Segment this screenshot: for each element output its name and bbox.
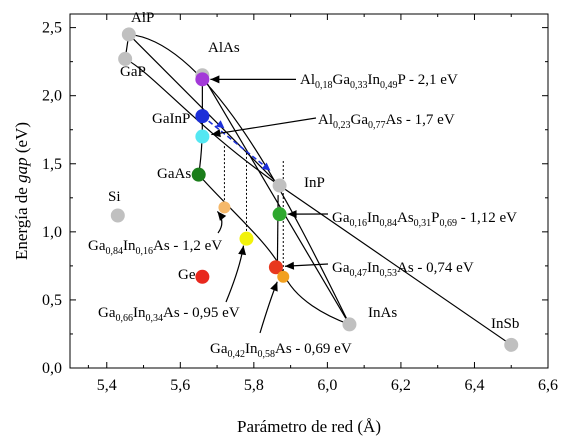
label-insb: InSb [491,316,519,332]
data-points [110,27,519,352]
arrow-ga066in034as-head [238,245,247,256]
arrow-gainasp-head [287,210,297,219]
x-tick-label: 5,8 [244,377,264,394]
point-algainp [195,72,210,87]
x-tick-label: 6,6 [538,377,558,394]
y-tick-label: 1,5 [42,156,62,173]
annotation-a1: Al0,18Ga0,33In0,49P - 2,1 eV [300,72,458,91]
point-gap [118,51,133,66]
alloy-curve-alp-inas [128,33,350,325]
label-alp: AlP [131,10,154,26]
point-gainasp [272,207,287,222]
annotation-a2: Al0,23Ga0,77As - 1,7 eV [318,112,455,131]
label-gaas: GaAs [157,166,191,182]
plot-frame [69,13,549,369]
alloy-curve-gap-inp [124,58,280,187]
label-alas: AlAs [208,40,240,56]
x-tick-label: 6,0 [317,377,337,394]
point-si [110,208,125,223]
arrow-ga042in058as-head [270,281,278,292]
point-gainp [195,109,210,124]
arrow-ga084in016as-head [217,211,227,221]
alloy-curve-inp-insb [279,185,512,346]
y-tick-label: 0,5 [42,292,62,309]
label-gainp: GaInP [152,111,190,127]
label-inas: InAs [368,305,397,321]
x-tick-label: 5,4 [97,377,117,394]
annotation-labels: Al0,18Ga0,33In0,49P - 2,1 eV Al0,23Ga0,77… [88,72,517,360]
x-tick-label: 5,6 [170,377,190,394]
point-insb [504,337,519,352]
x-tick-label: 6,4 [464,377,484,394]
y-tick-label: 2,5 [42,20,62,37]
annotation-a4: Ga0,84In0,16As - 1,2 eV [88,238,222,257]
arrow-ga047in053as-head [284,261,295,270]
annotation-a6: Ga0,66In0,34As - 0,95 eV [98,305,240,324]
point-ga042in058as [277,270,290,283]
y-axis-title: Energía de gap (eV) [12,122,31,260]
x-axis-title: Parámetro de red (Å) [237,417,381,436]
alloy-curve-alas-inas [201,74,350,325]
annotation-arrows [210,75,329,334]
arrow-algainp-head [210,75,220,84]
annotation-a3: Ga0,16In0,84As0,31P0,69 - 1,12 eV [332,210,517,229]
label-ge: Ge [178,267,196,283]
point-ga047in053as [268,260,283,275]
point-inp [272,178,287,193]
y-tick-label: 2,0 [42,88,62,105]
label-inp: InP [304,175,325,191]
point-inas [342,317,357,332]
material-labels: AlP GaP AlAs Si InP InAs InSb GaAs GaInP Ge [108,10,519,332]
point-ga084in016as [218,201,231,214]
blue-dashed-arrow [201,115,271,172]
alloy-curve-gaas-gainp [198,116,203,175]
point-alp [121,27,136,42]
label-si: Si [108,189,121,205]
label-gap: GaP [120,64,146,80]
blue-arrow-head [215,120,225,129]
arrow-algaas-head [211,129,221,138]
point-ga066in034as [239,231,254,246]
y-tick-label: 1,0 [42,224,62,241]
blue-arrow-head [261,162,271,171]
point-ge [195,269,210,284]
axes: 5,4 5,6 5,8 6,0 6,2 6,4 6,6 0,0 0,5 1,0 1,5 2,0 2,5 P… [12,13,558,436]
x-tick-label: 6,2 [391,377,411,394]
arrow-algaas [211,117,317,136]
annotation-a7: Ga0,42In0,58As - 0,69 eV [210,341,352,360]
point-algaas [195,129,210,144]
alloy-curve-gainasp [276,195,279,268]
annotation-a5: Ga0,47In0,53As - 0,74 eV [332,260,474,279]
y-tick-label: 0,0 [42,360,62,377]
point-gaas [191,167,206,182]
